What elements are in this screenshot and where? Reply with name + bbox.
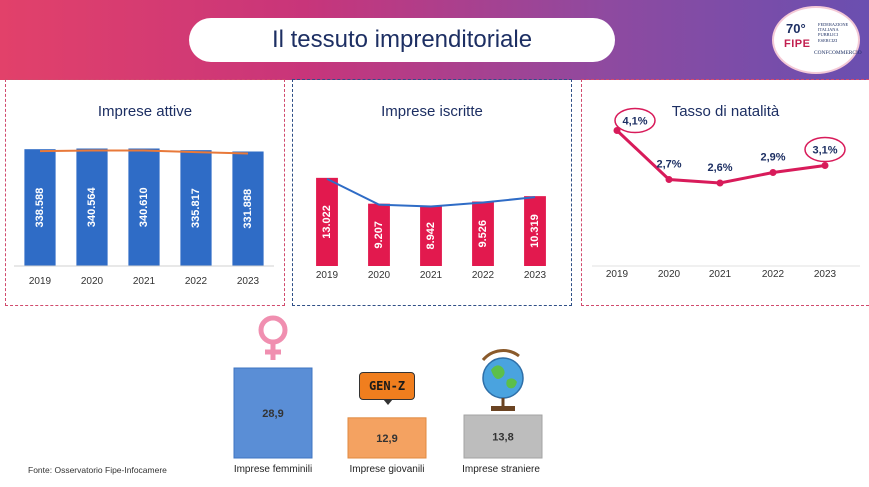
- bar-value-label: 9.526: [477, 220, 489, 248]
- x-tick-label: 2020: [658, 269, 681, 280]
- bar: [316, 177, 338, 266]
- globe-icon: [481, 349, 524, 411]
- highlight-ellipse: [614, 107, 656, 134]
- bar: [76, 148, 108, 266]
- categorie-imprese-chart: 28,9 12,9 13,8 GEN-Z Imprese femminili Imp…: [215, 310, 555, 480]
- bar-value-label: 335.817: [190, 188, 202, 228]
- bar-value-label: 28,9: [262, 408, 283, 420]
- bar-value-label: 8.942: [425, 222, 437, 250]
- bar-value-label: 340.564: [86, 186, 98, 227]
- fipe-logo: 70° FIPE FEDERAZIONE ITALIANA PUBBLICI E…: [772, 6, 862, 74]
- bar-value-label: 13,8: [492, 432, 513, 444]
- data-point: [769, 169, 777, 176]
- globe-sphere: [482, 357, 524, 399]
- logo-org-text: FEDERAZIONE ITALIANA PUBBLICI ESERCIZI: [818, 22, 858, 43]
- data-point: [716, 179, 724, 187]
- category-label: Imprese straniere: [462, 464, 540, 475]
- bar-value-label: 340.610: [138, 187, 150, 227]
- bar: [180, 150, 212, 266]
- logo-org-line: ITALIANA: [818, 27, 839, 33]
- chart-title: Imprese attive: [97, 103, 193, 120]
- data-point: [665, 176, 673, 183]
- globe-arc: [481, 349, 520, 362]
- bar-value-label: 12,9: [376, 433, 397, 445]
- data-point: [821, 162, 829, 169]
- logo-fipe-name: FIPE: [784, 38, 811, 50]
- bar: [420, 205, 442, 266]
- data-label: 2,7%: [656, 159, 681, 171]
- bar-value-label: 13.022: [321, 205, 333, 239]
- x-tick-label: 2020: [81, 276, 104, 287]
- chart-title: Tasso di natalità: [671, 103, 780, 120]
- trendline: [326, 177, 536, 208]
- x-tick-label: 2021: [133, 276, 156, 287]
- bar: [524, 196, 546, 266]
- bar: [128, 148, 160, 266]
- data-label: 2,9%: [760, 152, 785, 164]
- highlight-ellipse: [804, 136, 846, 163]
- series-line: [615, 129, 826, 185]
- x-tick-label: 2021: [709, 269, 732, 280]
- category-label: Imprese femminili: [233, 464, 313, 475]
- chart-title: Imprese iscritte: [381, 103, 483, 120]
- logo-confcommercio: CONFCOMMERCIO: [814, 50, 862, 56]
- categorie-imprese-svg: 28,9 12,9 13,8: [233, 315, 543, 459]
- x-tick-label: 2023: [814, 269, 837, 280]
- x-tick-label: 2019: [29, 276, 52, 287]
- page-title: Il tessuto imprenditoriale: [189, 18, 615, 62]
- imprese-iscritte-panel: Imprese iscritte 13.022 2019 9.207 2020 8.94…: [292, 79, 572, 306]
- gen-z-badge-tail: [383, 399, 393, 405]
- source-note: Fonte: Osservatorio Fipe-Infocamere: [28, 465, 167, 475]
- imprese-iscritte-chart: 13.022 2019 9.207 2020 8.942 2021 9.526 2022 10.…: [316, 177, 547, 281]
- x-tick-label: 2023: [524, 270, 547, 281]
- logo-org-line: FEDERAZIONE: [818, 22, 849, 27]
- imprese-attive-panel: Imprese attive 338.588 2019 340.564 2020 340…: [5, 79, 285, 306]
- imprese-attive-chart: 338.588 2019 340.564 2020 340.610 2021 335.817…: [14, 148, 274, 287]
- x-tick-label: 2022: [762, 269, 785, 280]
- gen-z-badge-icon: GEN-Z: [359, 372, 415, 400]
- female-symbol-ring: [258, 315, 288, 345]
- data-point: [613, 127, 621, 134]
- x-tick-label: 2022: [472, 270, 495, 281]
- bar: [24, 149, 56, 266]
- bar-value-label: 9.207: [373, 221, 385, 249]
- bar-value-label: 331.888: [242, 189, 254, 229]
- x-tick-label: 2023: [237, 276, 260, 287]
- category-bar: [347, 417, 427, 459]
- bar: [472, 201, 494, 266]
- x-tick-label: 2019: [606, 269, 629, 280]
- bar-value-label: 338.588: [34, 188, 46, 228]
- globe-base: [491, 406, 515, 411]
- x-tick-label: 2019: [316, 270, 339, 281]
- data-label: 3,1%: [812, 145, 837, 157]
- bar: [232, 151, 264, 266]
- category-bar: [463, 414, 543, 459]
- trendline: [39, 149, 249, 155]
- female-symbol-icon: [258, 315, 288, 360]
- category-label: Imprese giovanili: [349, 464, 425, 475]
- logo-org-line: PUBBLICI: [818, 32, 839, 38]
- data-label: 4,1%: [622, 116, 647, 128]
- logo-org-line: ESERCIZI: [818, 37, 838, 43]
- data-label: 2,6%: [707, 162, 732, 174]
- globe-land: [491, 365, 517, 389]
- bar: [368, 203, 390, 266]
- category-bar: [233, 367, 313, 459]
- tasso-natalita-panel: Tasso di natalità 4,1% 2019 2,7% 2020 2,6% 20…: [581, 79, 869, 306]
- logo-70-mark: 70°: [786, 21, 806, 36]
- tasso-natalita-chart: 4,1% 2019 2,7% 2020 2,6% 2021 2,9% 2022 3,1% 2023: [592, 107, 860, 280]
- x-tick-label: 2021: [420, 270, 443, 281]
- x-tick-label: 2022: [185, 276, 208, 287]
- x-tick-label: 2020: [368, 270, 391, 281]
- bar-value-label: 10.319: [529, 214, 541, 248]
